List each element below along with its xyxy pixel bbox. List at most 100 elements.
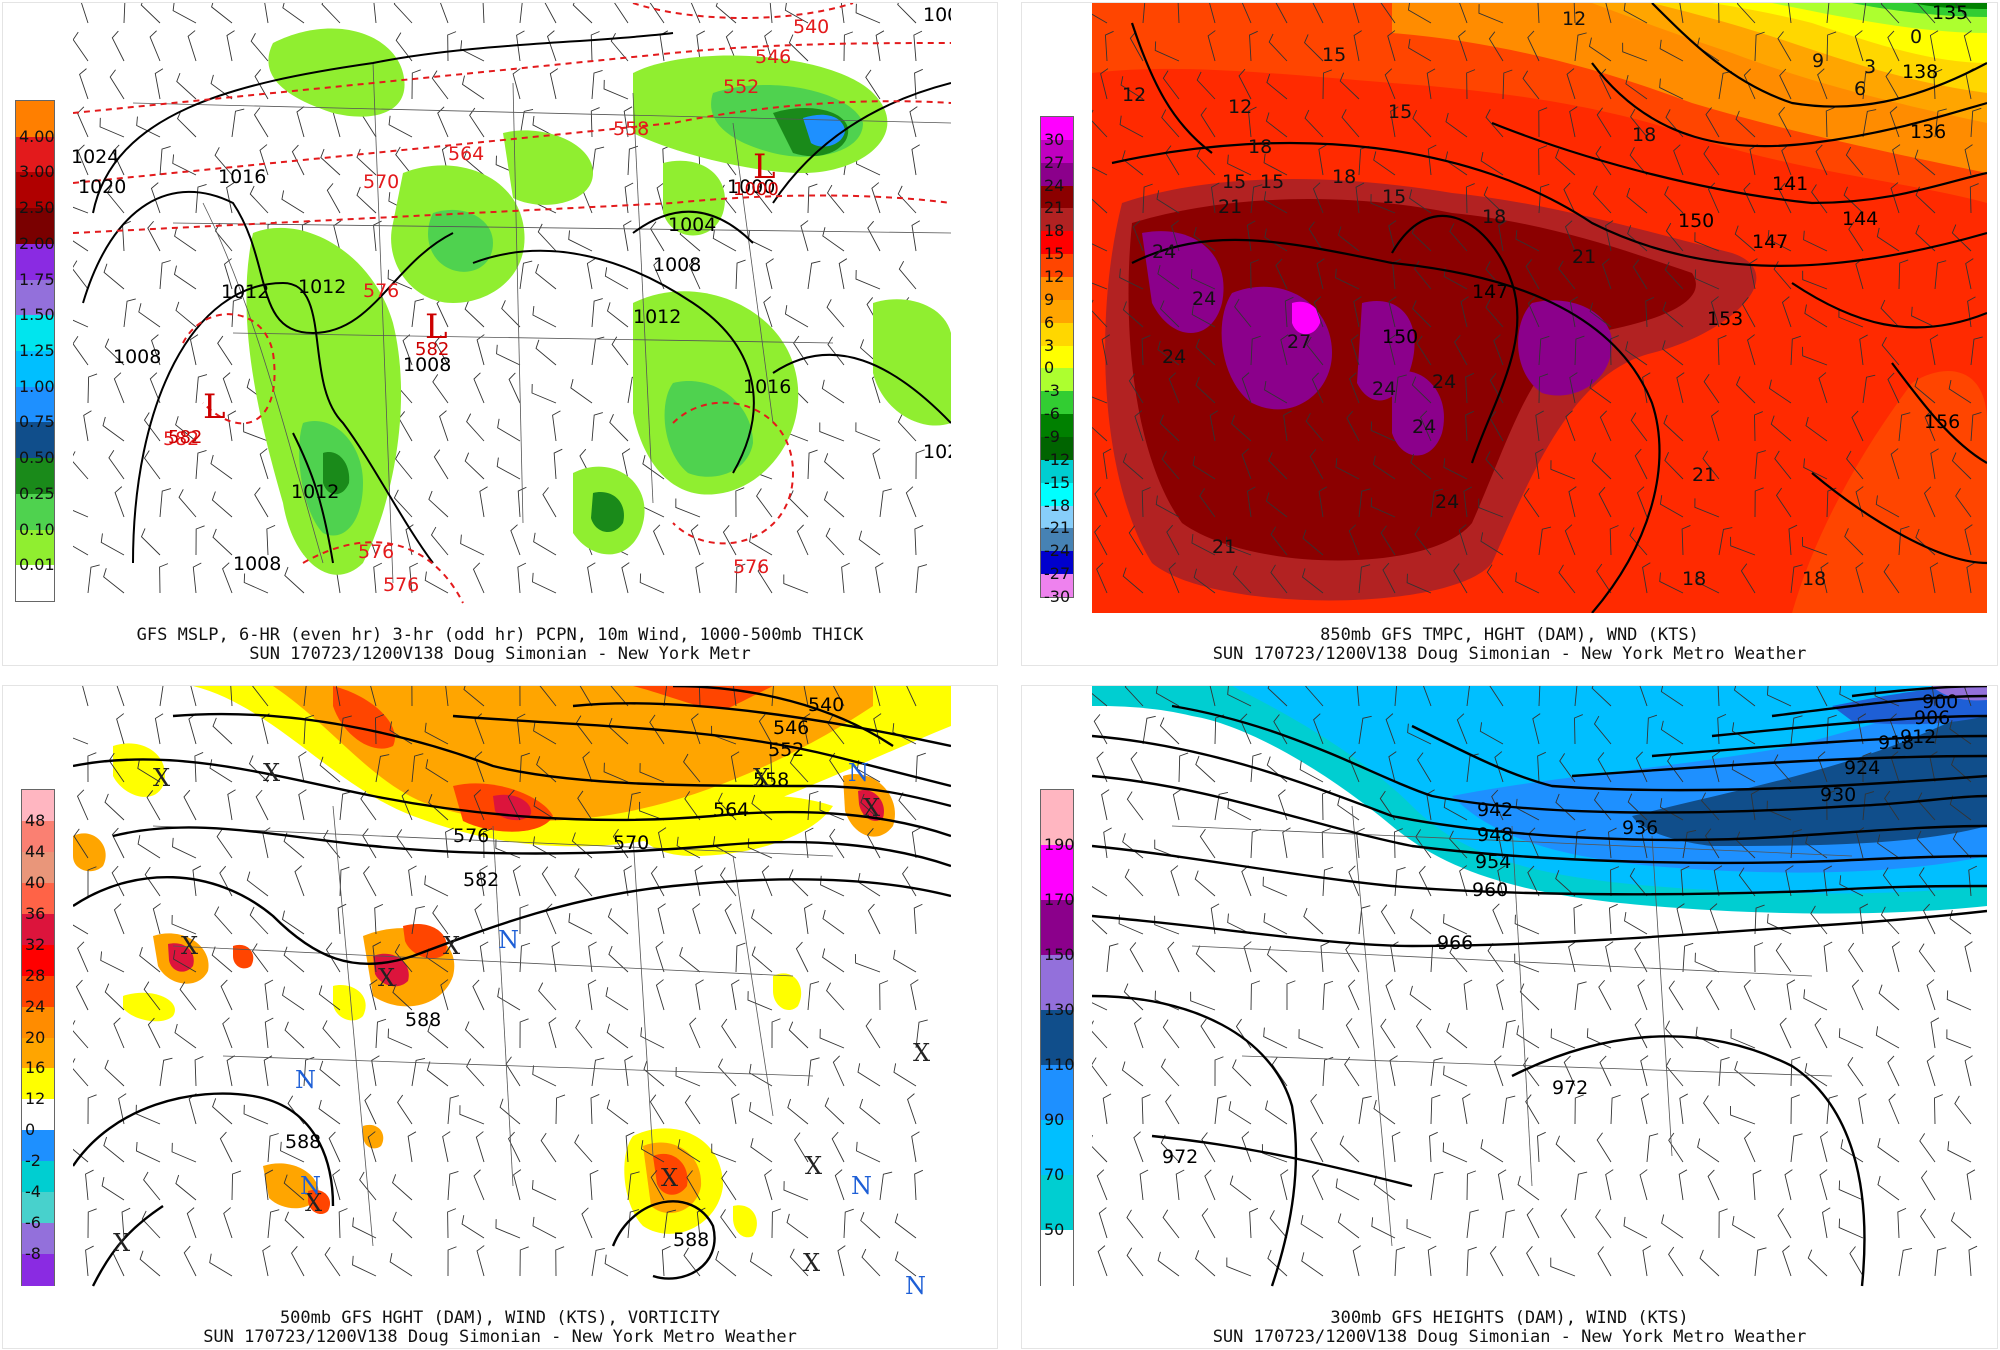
min-marker: N: [498, 926, 519, 954]
temp-label: 6: [1854, 78, 1866, 100]
low-marker: L: [753, 147, 776, 187]
wind-barb: [1160, 1058, 1180, 1087]
wind-barb: [411, 1058, 426, 1087]
temp-label: 24: [1435, 491, 1459, 513]
wind-barb: [834, 1169, 845, 1201]
wind-barb: [1092, 919, 1108, 935]
wind-barb: [217, 335, 233, 366]
wind-barb: [1559, 753, 1576, 783]
isobar-label: 1020: [78, 176, 126, 198]
wind-barb: [1815, 144, 1828, 176]
wind-barb: [1154, 990, 1180, 1011]
wind-barb: [123, 3, 126, 24]
wind-barb: [1662, 301, 1684, 328]
wind-barb: [533, 532, 557, 556]
wind-barb: [757, 563, 773, 594]
colorbar-swatch: [1041, 185, 1073, 209]
wind-barb: [690, 524, 701, 556]
wind-barb: [103, 1136, 125, 1163]
height-label: 912: [1900, 726, 1936, 748]
wind-barb: [73, 31, 89, 62]
wind-barb: [461, 1215, 485, 1239]
wind-barb: [479, 865, 488, 897]
wind-barb: [1820, 1131, 1829, 1163]
wind-barb: [858, 530, 881, 556]
wind-barb: [325, 942, 341, 973]
wind-barb: [1924, 410, 1936, 442]
wind-barb: [77, 144, 89, 176]
wind-barb: [1538, 145, 1548, 176]
wind-barb: [1881, 337, 1900, 366]
max-marker: X: [661, 1164, 678, 1192]
wind-barb: [1550, 460, 1576, 480]
wind-barb: [1494, 751, 1504, 783]
wind-barb: [1170, 865, 1180, 897]
wind-barb: [1636, 486, 1648, 518]
height-label: 936: [1622, 817, 1658, 839]
wind-barb: [606, 302, 629, 328]
wind-barb: [533, 797, 557, 821]
wind-barb: [1358, 488, 1371, 518]
wind-barb: [519, 686, 521, 707]
wind-barb: [1807, 1249, 1828, 1277]
colorbar-label: 28: [25, 965, 46, 985]
wind-barb: [582, 751, 593, 783]
wind-barb: [171, 915, 197, 935]
wind-barb: [1486, 564, 1504, 594]
height-label: 564: [713, 799, 749, 821]
wind-barb: [1740, 563, 1756, 594]
wind-barb: [656, 182, 665, 214]
wind-barb: [1782, 1245, 1792, 1277]
colorbar-swatch: [22, 851, 54, 884]
wind-barb: [1970, 107, 1982, 138]
wind-barb: [254, 69, 269, 100]
wind-barb: [321, 3, 341, 24]
wind-barb: [832, 686, 845, 707]
temp-label: 9: [1812, 50, 1824, 72]
colorbar-swatch: [16, 422, 54, 459]
map-500mb-vorticity: 540 546 552 558 564 570 576 582 588 588 …: [73, 686, 951, 1298]
colorbar-label: -2: [25, 1151, 41, 1171]
wind-barb: [323, 829, 341, 859]
wind-barb: [574, 1134, 593, 1163]
low-marker: L: [425, 307, 448, 347]
wind-barb: [1662, 340, 1684, 366]
wind-barb: [393, 489, 413, 518]
wind-barb: [1121, 1061, 1144, 1087]
wind-barb: [1623, 1216, 1648, 1239]
wind-barb: [788, 1021, 809, 1049]
wind-barb: [1952, 830, 1972, 859]
wind-barb: [1568, 486, 1577, 518]
wind-barb: [1128, 525, 1144, 556]
wind-barb: [283, 946, 305, 973]
colorbar-swatch: [22, 913, 54, 946]
wind-barb: [249, 906, 269, 935]
wind-barb: [474, 713, 485, 745]
wind-barb: [1784, 1169, 1793, 1201]
wind-barb: [1337, 226, 1360, 252]
wind-barb: [1460, 296, 1469, 328]
wind-barb: [1929, 30, 1939, 62]
wind-barb: [1555, 870, 1576, 897]
wind-barb: [466, 413, 485, 442]
wind-barb: [516, 30, 525, 62]
wind-barb: [1817, 751, 1828, 783]
wind-barb: [735, 259, 746, 290]
wind-barb: [1682, 942, 1694, 973]
wind-barb: [568, 230, 593, 252]
colorbar-label: 16: [25, 1058, 46, 1078]
wind-barb: [1805, 416, 1828, 442]
colorbar-swatch: [1041, 437, 1073, 461]
wind-barb: [516, 713, 526, 745]
wind-barb: [1752, 1169, 1762, 1201]
wind-barb: [1305, 686, 1324, 707]
wind-barb: [915, 449, 925, 480]
wind-barb: [1877, 1175, 1900, 1201]
wind-barb: [1668, 1132, 1684, 1163]
wind-barb: [1966, 1169, 1976, 1201]
wind-barb: [135, 1141, 161, 1163]
wind-barb: [1848, 942, 1864, 973]
wind-barb: [387, 1028, 413, 1049]
wind-barb: [1106, 943, 1119, 973]
wind-barb: [655, 941, 665, 973]
